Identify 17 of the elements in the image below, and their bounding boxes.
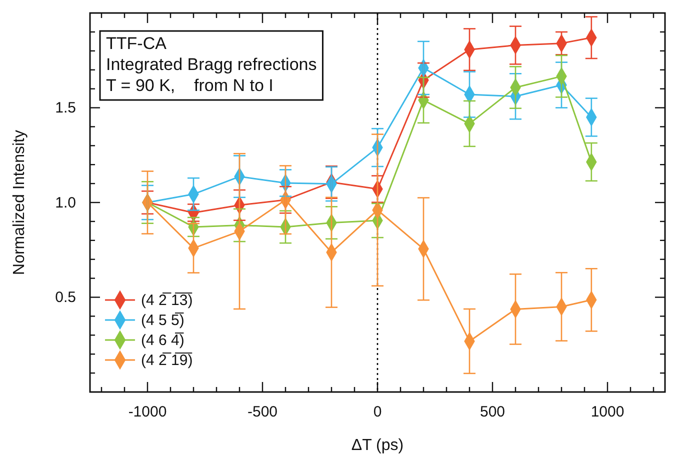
annotation: TTF-CA <box>106 34 168 53</box>
y-axis-title: Normalized Intensity <box>11 130 28 275</box>
legend-label: (4 6 4̅) <box>141 332 184 349</box>
x-tick-label: 500 <box>480 404 506 421</box>
y-tick-label: 1.5 <box>55 100 76 117</box>
y-tick-label: 1.0 <box>55 194 76 212</box>
legend-label: (4 5 5̅) <box>141 312 184 329</box>
x-tick-label: 0 <box>373 404 382 421</box>
legend-label: (4 2̅ 1̅3̅) <box>141 292 193 309</box>
legend-label: (4 2̅ 1̅9̅) <box>141 352 193 369</box>
x-tick-label: -1000 <box>128 404 167 421</box>
x-tick-label: -500 <box>247 404 278 421</box>
x-tick-label: 1000 <box>590 404 624 421</box>
y-tick-label: 0.5 <box>55 289 76 306</box>
annotation: Integrated Bragg refrections <box>106 55 317 74</box>
annotation: T = 90 K, from N to I <box>106 76 274 95</box>
x-axis-title: ΔT (ps) <box>351 437 404 454</box>
